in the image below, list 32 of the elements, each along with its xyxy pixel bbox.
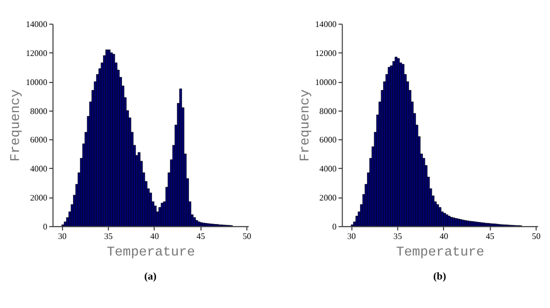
y-tick-label: 2000	[30, 192, 48, 203]
x-tick-label: 45	[486, 231, 494, 242]
y-axis-title: Frequency	[9, 89, 24, 162]
y-tick-label: 14000	[26, 19, 48, 30]
x-tick-label: 35	[393, 231, 402, 242]
y-tick-label: 2000	[319, 192, 337, 203]
y-tick-label: 12000	[26, 48, 48, 58]
y-tick-label: 6000	[30, 134, 48, 145]
y-tick-label: 6000	[319, 134, 337, 145]
x-tick-label: 50	[242, 231, 252, 242]
x-tick-label: 40	[440, 231, 448, 242]
y-tick-label: 4000	[319, 164, 337, 174]
y-tick-label: 10000	[315, 76, 337, 87]
x-tick-label: 35	[104, 231, 113, 242]
x-tick-label: 45	[196, 231, 206, 242]
y-tick-label: 4000	[30, 164, 48, 174]
y-axis-title: Frequency	[298, 89, 314, 162]
text: (a)	[144, 272, 158, 283]
y-tick-label: 0	[332, 222, 337, 232]
x-tick-label: 40	[150, 231, 159, 242]
y-tick-label: 14000	[315, 19, 337, 30]
y-tick-label: 8000	[319, 106, 337, 116]
x-axis-title: Temperature	[106, 245, 195, 260]
y-tick-label: 8000	[30, 106, 48, 116]
y-tick-label: 0	[42, 222, 48, 232]
x-tick-label: 50	[532, 231, 541, 242]
x-axis-title: Temperature	[396, 245, 484, 260]
text: (b)	[433, 272, 447, 283]
y-tick-label: 12000	[315, 48, 337, 58]
x-tick-label: 30	[347, 231, 356, 242]
y-tick-label: 10000	[26, 76, 48, 87]
x-tick-label: 30	[58, 231, 67, 242]
